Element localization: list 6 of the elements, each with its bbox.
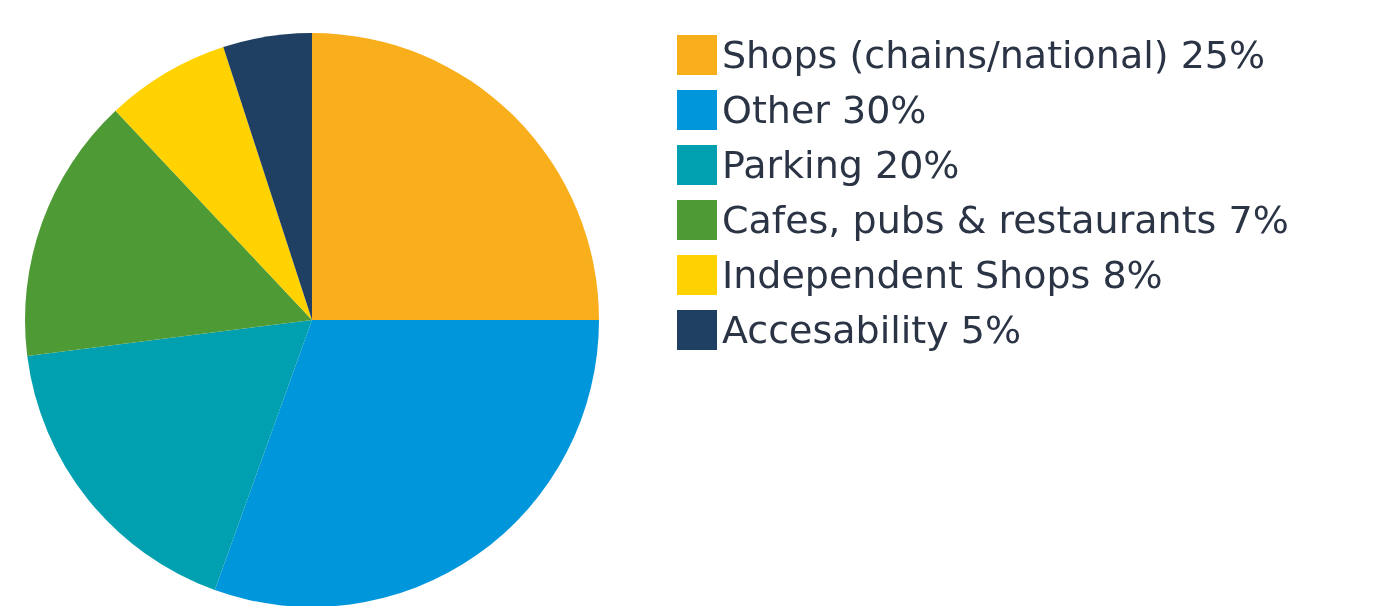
legend-label: Parking 20%: [722, 143, 960, 187]
legend-label: Independent Shops 8%: [722, 253, 1163, 297]
legend-label: Shops (chains/national) 25%: [722, 33, 1266, 77]
legend-label: Accesability 5%: [722, 308, 1022, 352]
legend-label: Cafes, pubs & restaurants 7%: [722, 198, 1289, 242]
legend-label: Other 30%: [722, 88, 927, 132]
